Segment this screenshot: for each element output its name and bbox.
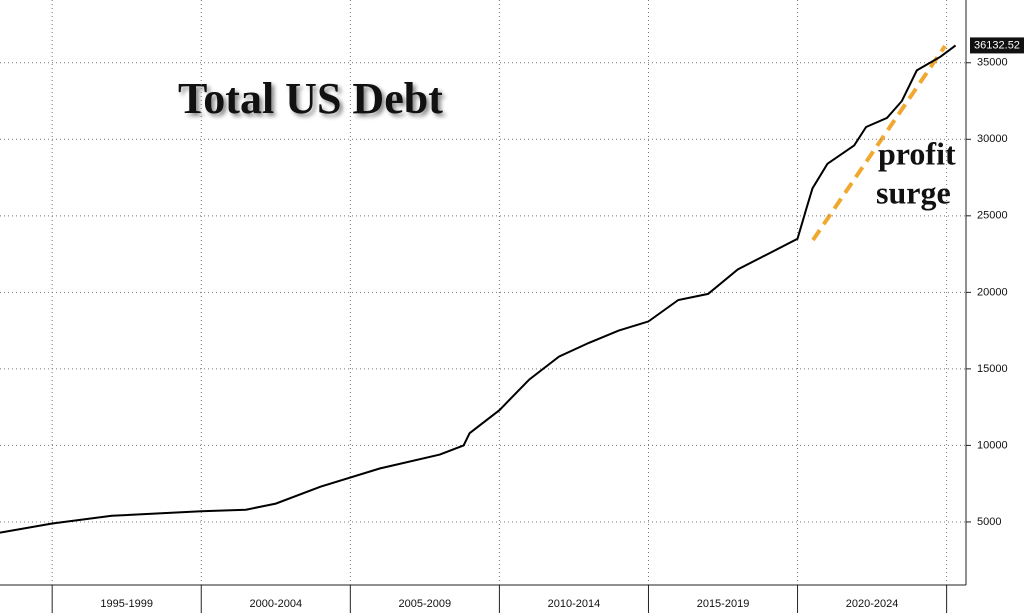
- y-tick-label: 15000: [977, 363, 1008, 375]
- trend-arrow: [811, 44, 947, 242]
- last-value-box: [970, 37, 1024, 54]
- x-tick-label: 2010-2014: [548, 598, 601, 610]
- x-tick-label: 2015-2019: [697, 598, 750, 610]
- x-tick-label: 1995-1999: [100, 598, 153, 610]
- y-tick-label: 25000: [977, 210, 1008, 222]
- x-tick-label: 2020-2024: [846, 598, 899, 610]
- y-tick-label: 30000: [977, 133, 1008, 145]
- y-tick-label: 20000: [977, 286, 1008, 298]
- x-tick-label: 2000-2004: [249, 598, 302, 610]
- last-value-label: 36132.52: [974, 39, 1020, 51]
- annotation: surge: [876, 174, 951, 210]
- annotation: profit: [878, 135, 956, 171]
- debt-line: [0, 44, 957, 534]
- chart-title: Total US Debt: [178, 74, 443, 123]
- y-tick-label: 5000: [977, 516, 1001, 528]
- y-tick-label: 10000: [977, 439, 1008, 451]
- x-tick-label: 2005-2009: [399, 598, 452, 610]
- y-tick-label: 35000: [977, 57, 1008, 69]
